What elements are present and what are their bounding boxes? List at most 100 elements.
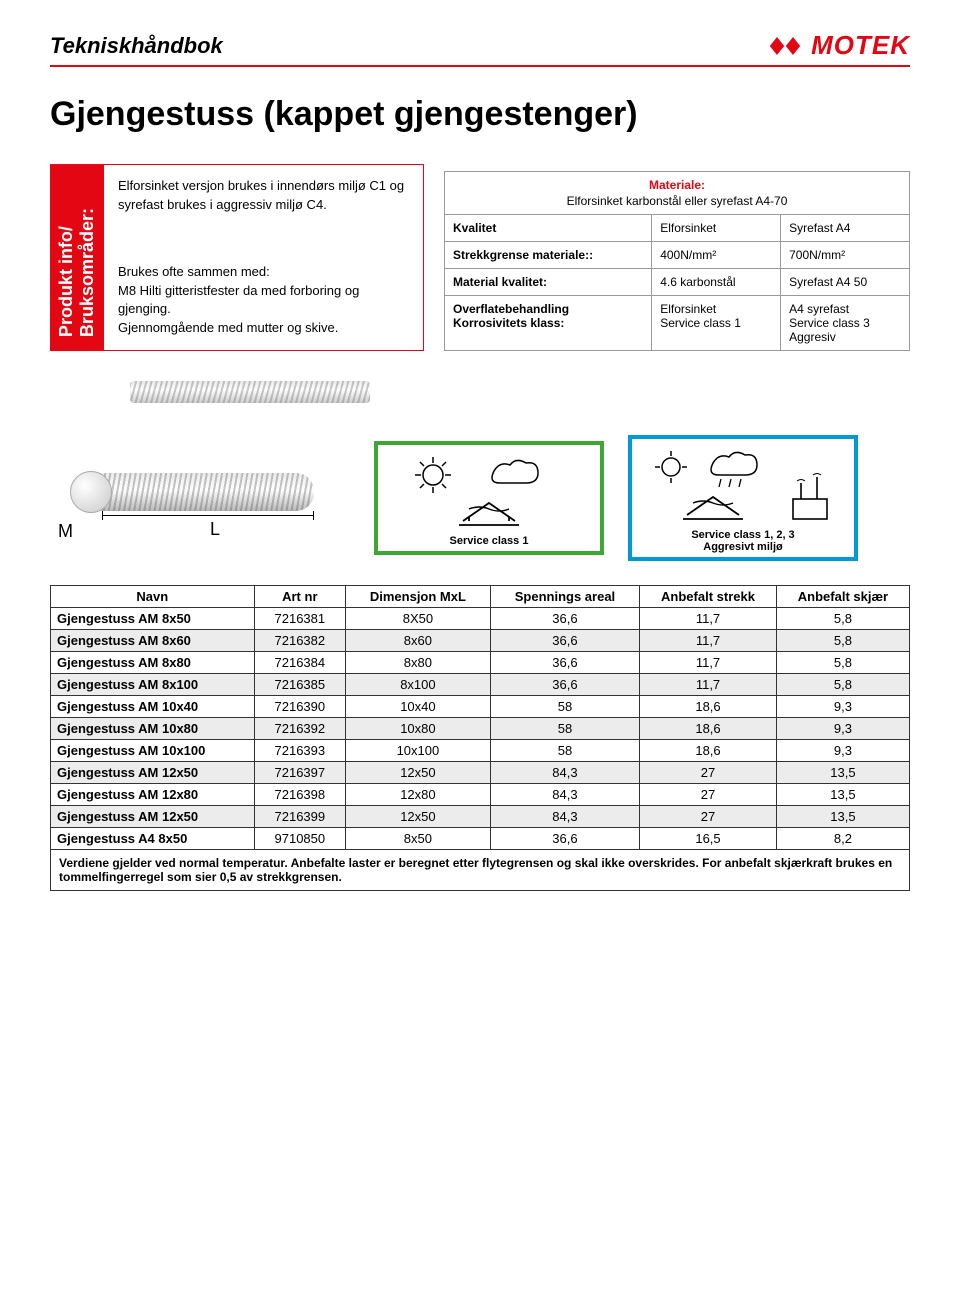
table-cell: 58 [490,696,639,718]
table-cell: 9,3 [776,718,909,740]
mat-b: 700N/mm² [781,242,910,269]
table-cell: Gjengestuss AM 8x60 [51,630,255,652]
env-caption: Service class 1 [388,535,590,547]
table-cell: 8x60 [346,630,491,652]
mat-key: Kvalitet [445,215,652,242]
rod-dimension-diagram: M L [50,453,350,543]
table-row: Gjengestuss AM 12x80721639812x8084,32713… [51,784,910,806]
table-cell: Gjengestuss AM 12x80 [51,784,255,806]
aggressive-environment-icon [643,447,843,525]
page-title: Gjengestuss (kappet gjengestenger) [50,95,910,134]
indoor-environment-icon [399,453,579,531]
table-row: Gjengestuss A4 8x5097108508x5036,616,58,… [51,828,910,850]
material-label: Materiale: [453,178,901,192]
table-row: Gjengestuss AM 10x80721639210x805818,69,… [51,718,910,740]
table-cell: Gjengestuss AM 12x50 [51,806,255,828]
mat-a: Elforsinket [652,215,781,242]
table-cell: 7216399 [254,806,345,828]
table-cell: 5,8 [776,608,909,630]
table-cell: 18,6 [640,696,777,718]
table-cell: 9,3 [776,740,909,762]
table-cell: 27 [640,806,777,828]
table-cell: 11,7 [640,630,777,652]
table-cell: 16,5 [640,828,777,850]
table-cell: 8x80 [346,652,491,674]
mat-a: Elforsinket Service class 1 [652,296,781,351]
table-cell: 36,6 [490,630,639,652]
brand-logo: MOTEK [765,30,910,61]
mat-b: Syrefast A4 50 [781,269,910,296]
table-cell: 9710850 [254,828,345,850]
table-cell: 7216384 [254,652,345,674]
material-subtitle: Elforsinket karbonstål eller syrefast A4… [567,194,788,208]
table-cell: 11,7 [640,652,777,674]
service-class-123-box: Service class 1, 2, 3 Aggresivt miljø [628,435,858,561]
mat-b: A4 syrefast Service class 3 Aggresiv [781,296,910,351]
table-cell: 7216382 [254,630,345,652]
table-cell: 18,6 [640,740,777,762]
mat-key: Overflatebehandling Korrosivitets klass: [445,296,652,351]
dim-m: M [58,521,73,542]
table-header: Navn [51,586,255,608]
table-cell: 58 [490,718,639,740]
table-cell: 58 [490,740,639,762]
logo-icon [765,32,805,60]
threaded-rod-photo [130,381,370,403]
table-cell: 36,6 [490,608,639,630]
table-cell: 27 [640,784,777,806]
table-cell: 9,3 [776,696,909,718]
table-header: Art nr [254,586,345,608]
table-cell: 8x100 [346,674,491,696]
brand-text: MOTEK [811,30,910,61]
table-cell: 12x50 [346,762,491,784]
table-cell: 7216393 [254,740,345,762]
table-cell: 7216381 [254,608,345,630]
mat-b: Syrefast A4 [781,215,910,242]
table-cell: 10x40 [346,696,491,718]
table-cell: 11,7 [640,608,777,630]
table-cell: Gjengestuss AM 8x100 [51,674,255,696]
table-row: Gjengestuss AM 10x100721639310x1005818,6… [51,740,910,762]
table-cell: 5,8 [776,652,909,674]
table-cell: Gjengestuss AM 8x50 [51,608,255,630]
table-cell: 8X50 [346,608,491,630]
table-cell: 84,3 [490,762,639,784]
header: Tekniskhåndbok MOTEK [50,30,910,67]
table-cell: Gjengestuss A4 8x50 [51,828,255,850]
table-header: Dimensjon MxL [346,586,491,608]
info-block: Brukes ofte sammen med: M8 Hilti gitteri… [104,251,423,350]
mat-a: 400N/mm² [652,242,781,269]
table-cell: 7216397 [254,762,345,784]
material-table: Materiale: Elforsinket karbonstål eller … [444,171,910,351]
sidebar: Produkt info/ Bruksområder: Elforsinket … [50,164,424,351]
table-footer: Verdiene gjelder ved normal temperatur. … [51,850,910,891]
table-row: Gjengestuss AM 12x50721639712x5084,32713… [51,762,910,784]
table-row: Gjengestuss AM 8x10072163858x10036,611,7… [51,674,910,696]
table-header: Anbefalt strekk [640,586,777,608]
table-row: Gjengestuss AM 8x5072163818X5036,611,75,… [51,608,910,630]
info-block: Elforsinket versjon brukes i innendørs m… [104,165,423,227]
env-caption: Service class 1, 2, 3 Aggresivt miljø [642,529,844,553]
table-cell: 8x50 [346,828,491,850]
table-cell: 13,5 [776,784,909,806]
table-cell: 36,6 [490,674,639,696]
table-cell: 13,5 [776,806,909,828]
table-cell: Gjengestuss AM 8x80 [51,652,255,674]
doc-title: Tekniskhåndbok [50,33,223,59]
table-cell: 7216398 [254,784,345,806]
table-cell: Gjengestuss AM 12x50 [51,762,255,784]
table-cell: 8,2 [776,828,909,850]
table-row: Gjengestuss AM 10x40721639010x405818,69,… [51,696,910,718]
table-cell: 84,3 [490,784,639,806]
table-cell: 36,6 [490,652,639,674]
table-cell: 7216392 [254,718,345,740]
table-cell: 5,8 [776,674,909,696]
table-cell: Gjengestuss AM 10x80 [51,718,255,740]
table-cell: 12x50 [346,806,491,828]
table-cell: 18,6 [640,718,777,740]
mat-key: Material kvalitet: [445,269,652,296]
mat-key: Strekkgrense materiale:: [445,242,652,269]
mat-a: 4.6 karbonstål [652,269,781,296]
table-row: Gjengestuss AM 8x8072163848x8036,611,75,… [51,652,910,674]
table-row: Gjengestuss AM 8x6072163828x6036,611,75,… [51,630,910,652]
